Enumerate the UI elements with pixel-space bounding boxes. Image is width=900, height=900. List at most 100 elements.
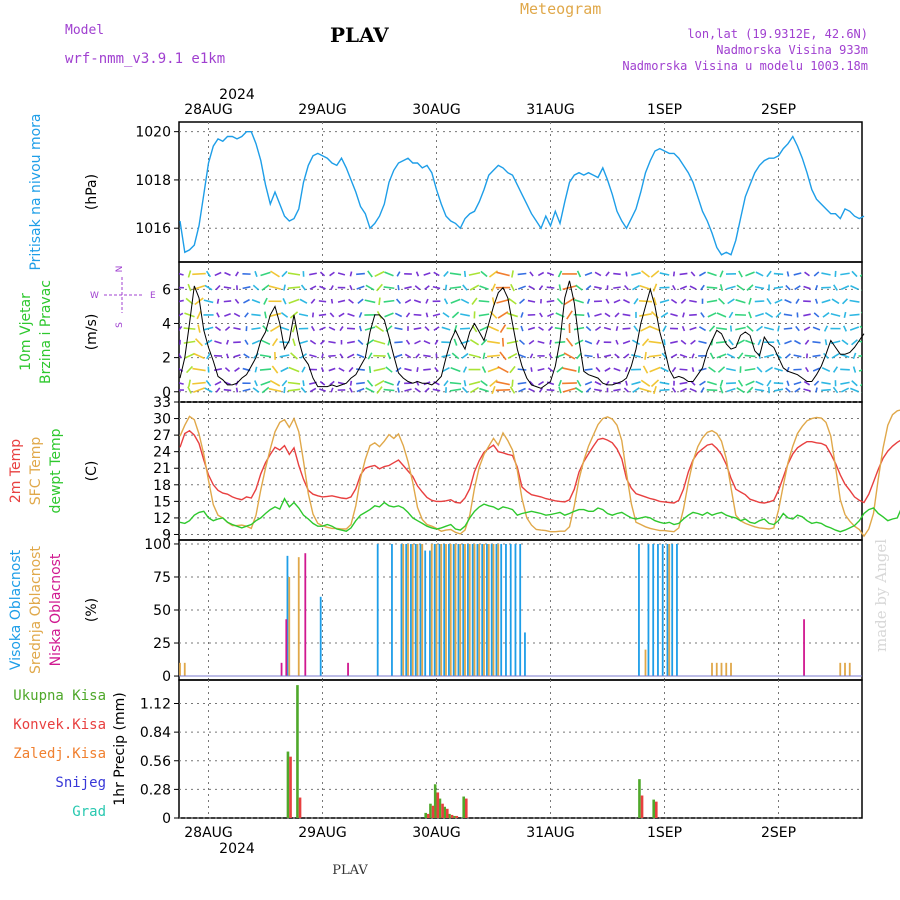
wind-arrow: [784, 299, 792, 304]
series-line-dewpt-temp: [179, 497, 900, 533]
wind-arrow: [395, 366, 402, 373]
wind-arrow: [287, 388, 301, 392]
wind-arrow: [365, 284, 375, 291]
wind-arrow: [242, 388, 251, 392]
legend-label: 10m Vjetar: [18, 293, 34, 371]
bottom-day-label: 29AUG: [298, 825, 347, 841]
wind-arrow: [394, 341, 403, 344]
wind-arrow: [648, 354, 662, 358]
series-bar-visoka-oblacnost: [495, 543, 498, 677]
ytick-label: 25: [153, 636, 171, 652]
wind-arrow: [462, 366, 468, 373]
wind-arrow: [709, 352, 715, 360]
wind-arrow: [726, 387, 736, 393]
wind-arrow: [468, 353, 481, 359]
ylabel: (C): [84, 461, 100, 482]
wind-arrow: [831, 353, 840, 359]
wind-arrow: [586, 298, 591, 304]
wind-arrow: [852, 366, 857, 373]
legend-label: 2m Temp: [8, 439, 24, 503]
wind-arrow: [469, 339, 480, 346]
wind-arrow: [384, 380, 394, 386]
series-bar-srednja-oblacnost: [844, 662, 846, 677]
wind-arrow: [404, 353, 412, 359]
wind-arrow: [640, 325, 651, 332]
wind-arrow: [640, 379, 651, 387]
wind-arrow: [833, 284, 838, 291]
wind-arrow: [309, 272, 317, 276]
wind-arrow: [613, 367, 621, 372]
wind-arrow: [622, 313, 631, 317]
wind-arrow: [562, 387, 577, 393]
wind-arrow: [224, 326, 231, 332]
wind-arrow: [670, 353, 678, 359]
wind-arrow: [423, 272, 431, 276]
wind-arrow: [433, 271, 440, 277]
wind-arrow: [299, 298, 308, 304]
wind-arrow: [691, 353, 695, 359]
wind-arrow: [215, 387, 221, 393]
wind-arrow: [614, 312, 620, 318]
wind-arrow: [450, 367, 461, 373]
wind-arrow: [349, 271, 353, 277]
wind-arrow: [584, 381, 593, 386]
wind-arrow: [527, 299, 536, 303]
wind-arrow: [251, 299, 261, 304]
wind-arrow: [414, 340, 421, 345]
wind-arrow: [585, 284, 592, 291]
series-bar-srednja-oblacnost: [179, 662, 181, 677]
wind-arrow: [234, 367, 240, 372]
wind-arrow: [204, 387, 213, 393]
series-bar-visoka-oblacnost: [647, 543, 650, 677]
wind-arrow: [424, 387, 430, 393]
wind-arrow: [726, 285, 736, 290]
wind-arrow: [663, 339, 666, 346]
wind-arrow: [479, 325, 489, 332]
wind-arrow: [349, 284, 353, 291]
wind-arrow: [396, 271, 401, 277]
wind-arrow: [214, 271, 222, 277]
legend-label: Grad: [72, 804, 106, 820]
series-bar-srednja-oblacnost: [454, 543, 457, 677]
wind-arrow: [270, 325, 280, 333]
wind-arrow: [463, 380, 467, 387]
wind-arrow: [748, 311, 752, 319]
series-line-sfc-temp: [179, 409, 900, 538]
wind-arrow: [812, 367, 821, 372]
wind-arrow: [461, 386, 469, 394]
wind-arrow: [631, 339, 641, 346]
wind-arrow: [216, 298, 220, 304]
wind-arrow: [858, 340, 862, 343]
wind-arrow: [659, 272, 670, 276]
series-bar-konvek-kisa: [465, 798, 468, 818]
wind-arrow: [563, 352, 576, 360]
wind-arrow: [681, 325, 686, 332]
wind-arrow: [179, 382, 184, 385]
wind-arrow: [251, 313, 261, 317]
wind-arrow: [423, 368, 431, 371]
wind-arrow: [254, 270, 258, 277]
ylabel: (%): [84, 598, 100, 622]
wind-arrow: [631, 272, 641, 276]
series-bar-srednja-oblacnost: [421, 543, 424, 677]
wind-arrow: [728, 339, 734, 346]
wind-arrow: [575, 284, 583, 291]
wind-arrow: [736, 339, 745, 346]
wind-arrow: [766, 270, 772, 278]
wind-arrow: [613, 299, 621, 304]
wind-arrow: [735, 326, 746, 331]
wind-arrow: [644, 351, 647, 360]
series-bar-visoka-oblacnost: [414, 543, 417, 677]
series-bar-ukupna-kisa: [286, 751, 290, 818]
wind-arrow: [310, 325, 316, 332]
wind-arrow: [179, 353, 183, 359]
series-bar-srednja-oblacnost: [288, 576, 291, 677]
wind-arrow: [518, 285, 526, 290]
wind-arrow: [625, 271, 628, 277]
wind-arrow: [259, 354, 272, 358]
wind-arrow: [576, 352, 582, 360]
wind-arrow: [698, 271, 707, 277]
ytick-label: 15: [153, 494, 171, 510]
wind-arrow: [594, 271, 602, 277]
